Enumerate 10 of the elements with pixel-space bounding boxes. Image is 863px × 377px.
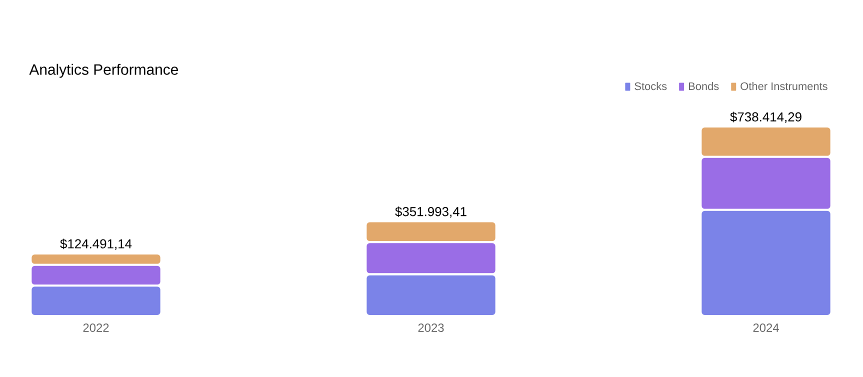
- legend-label: Bonds: [688, 82, 719, 90]
- annotation: $124.491,14: [60, 238, 132, 250]
- legend-label: Other Instruments: [740, 82, 828, 90]
- x-tick-label: 2022: [83, 324, 109, 332]
- x-tick-label: 2023: [418, 324, 444, 332]
- legend-label: Stocks: [634, 82, 667, 90]
- x-tick-label: 2024: [753, 324, 779, 332]
- text: $738.414,29: [730, 112, 802, 123]
- chart-title: Analytics Performance: [29, 64, 178, 78]
- annotation: $351.993,41: [395, 206, 466, 218]
